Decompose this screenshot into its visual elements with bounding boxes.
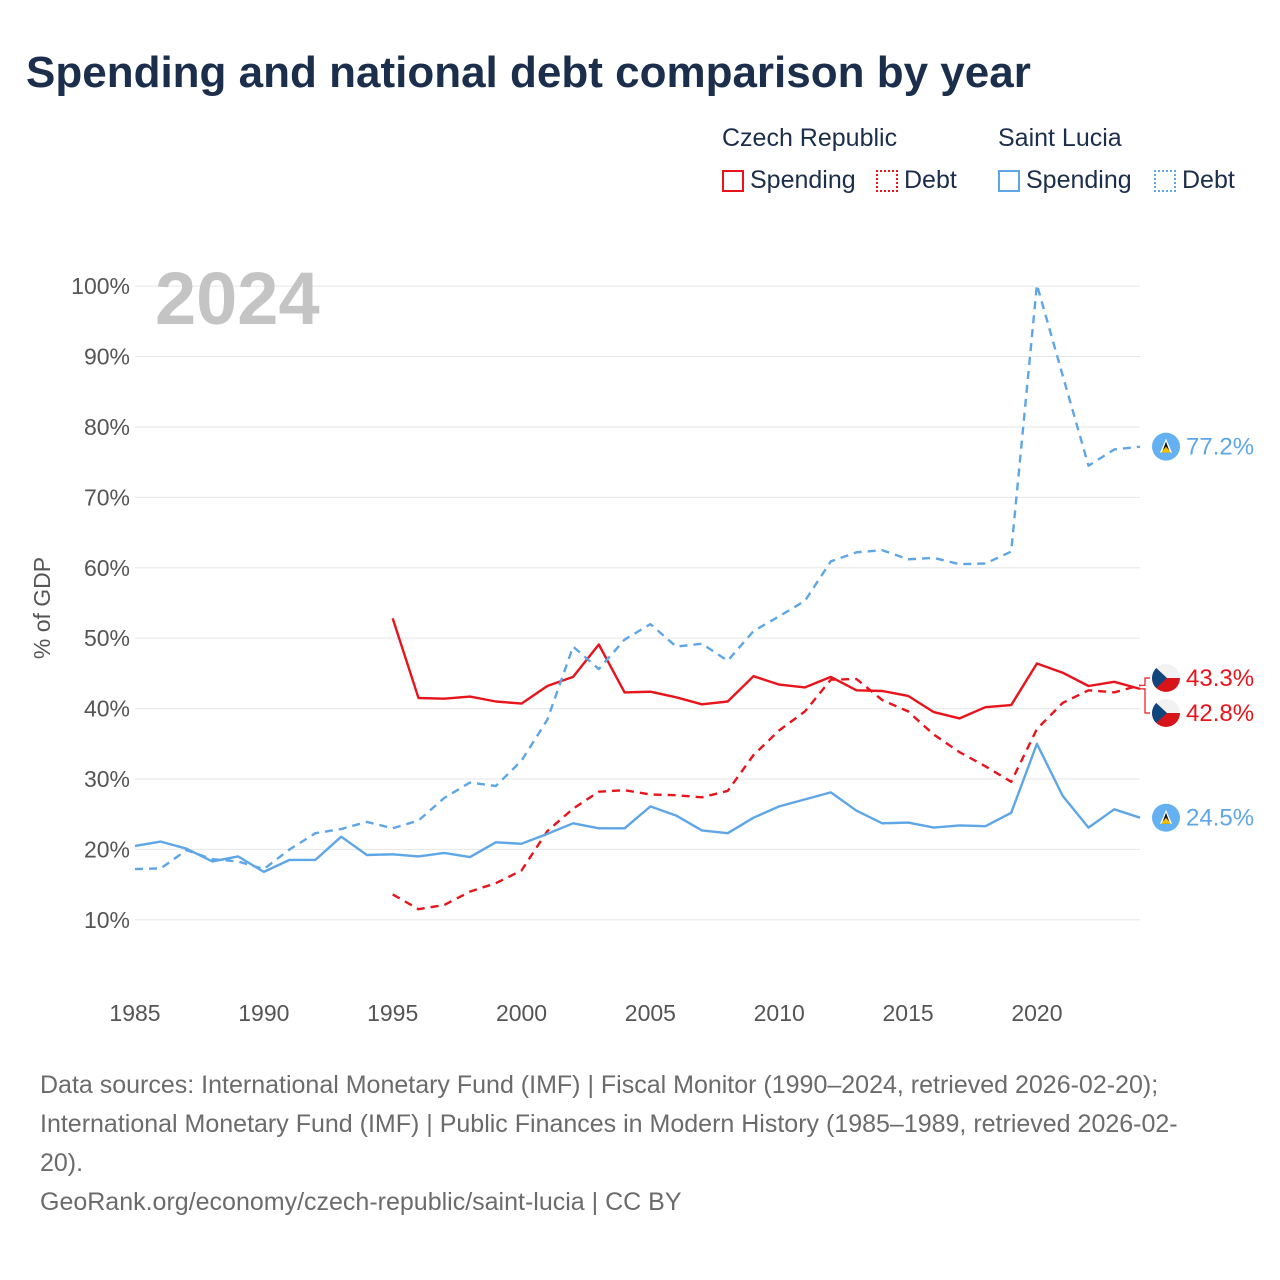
- legend-solid-swatch-icon: [998, 169, 1020, 192]
- y-tick-label: 20%: [84, 836, 130, 862]
- saint-lucia-flag-icon: [1152, 432, 1180, 461]
- y-tick-label: 70%: [84, 484, 130, 510]
- sources-line-1: Data sources: International Monetary Fun…: [40, 1071, 1159, 1099]
- legend-lucia-spending-label: Spending: [1026, 166, 1132, 194]
- y-tick-label: 90%: [84, 344, 130, 370]
- leader-line: [1140, 677, 1150, 686]
- y-tick-label: 30%: [84, 766, 130, 792]
- end-value-label: 42.8%: [1186, 700, 1254, 727]
- legend-czech-spending[interactable]: Spending: [722, 166, 856, 195]
- saint-lucia-spending-line[interactable]: [134, 742, 1141, 874]
- legend-lucia-spending[interactable]: Spending: [998, 166, 1132, 195]
- czech-flag-icon: [1152, 664, 1180, 692]
- end-value-label: 77.2%: [1186, 434, 1254, 461]
- y-tick-label: 50%: [84, 625, 130, 651]
- czech-republic-spending-line[interactable]: [391, 618, 1141, 720]
- legend-group-czech: Czech Republic: [722, 124, 898, 152]
- attribution[interactable]: GeoRank.org/economy/czech-republic/saint…: [40, 1188, 682, 1216]
- gridlines: [135, 285, 1140, 921]
- sources-line-2: International Monetary Fund (IMF) | Publ…: [40, 1110, 1178, 1138]
- axis-ticks: 10% 20% 30% 40% 50% 60% 70% 80% 90% 100% 1985 1990 1…: [71, 273, 1062, 1026]
- year-watermark: 2024: [155, 257, 320, 340]
- series-lines: [134, 283, 1141, 911]
- end-value-label: 43.3%: [1186, 665, 1254, 692]
- saint-lucia-flag-icon: [1152, 803, 1180, 832]
- legend-czech-debt-label: Debt: [904, 166, 957, 194]
- chart-title: Spending and national debt comparison by…: [26, 48, 1031, 97]
- line-chart: 2024 % of GDP 10% 20% 30% 40% 50% 60% 70% 80% 90…: [29, 257, 1254, 1026]
- y-tick-label: 40%: [84, 696, 130, 722]
- legend-solid-swatch-icon: [722, 169, 744, 192]
- x-tick-label: 2010: [754, 1000, 805, 1026]
- footer: Data sources: International Monetary Fun…: [40, 1066, 1240, 1222]
- leader-line: [1140, 688, 1150, 714]
- x-tick-label: 2015: [882, 1000, 933, 1026]
- legend-dotted-swatch-icon: [1154, 169, 1176, 192]
- end-value-label: 24.5%: [1186, 805, 1254, 832]
- x-tick-label: 1990: [238, 1000, 289, 1026]
- czech-republic-debt-line[interactable]: [392, 677, 1141, 911]
- y-tick-label: 80%: [84, 414, 130, 440]
- legend-czech-debt[interactable]: Debt: [876, 166, 957, 195]
- end-labels: 77.2% 43.3% 42.8% 24.5%: [1140, 432, 1254, 832]
- x-tick-label: 1985: [109, 1000, 160, 1026]
- y-tick-label: 100%: [71, 273, 130, 299]
- legend-lucia-debt-label: Debt: [1182, 166, 1235, 194]
- y-axis-label: % of GDP: [29, 557, 55, 659]
- czech-flag-icon: [1152, 699, 1180, 727]
- legend-group-lucia: Saint Lucia: [998, 124, 1122, 152]
- y-tick-label: 60%: [84, 555, 130, 581]
- x-tick-label: 2020: [1011, 1000, 1062, 1026]
- x-tick-label: 1995: [367, 1000, 418, 1026]
- legend-czech-spending-label: Spending: [750, 166, 856, 194]
- legend-lucia-debt[interactable]: Debt: [1154, 166, 1235, 195]
- sources-line-3: 20).: [40, 1149, 84, 1177]
- legend-dotted-swatch-icon: [876, 169, 898, 192]
- y-tick-label: 10%: [84, 907, 130, 933]
- x-tick-label: 2000: [496, 1000, 547, 1026]
- saint-lucia-debt-line[interactable]: [134, 283, 1141, 871]
- x-tick-label: 2005: [625, 1000, 676, 1026]
